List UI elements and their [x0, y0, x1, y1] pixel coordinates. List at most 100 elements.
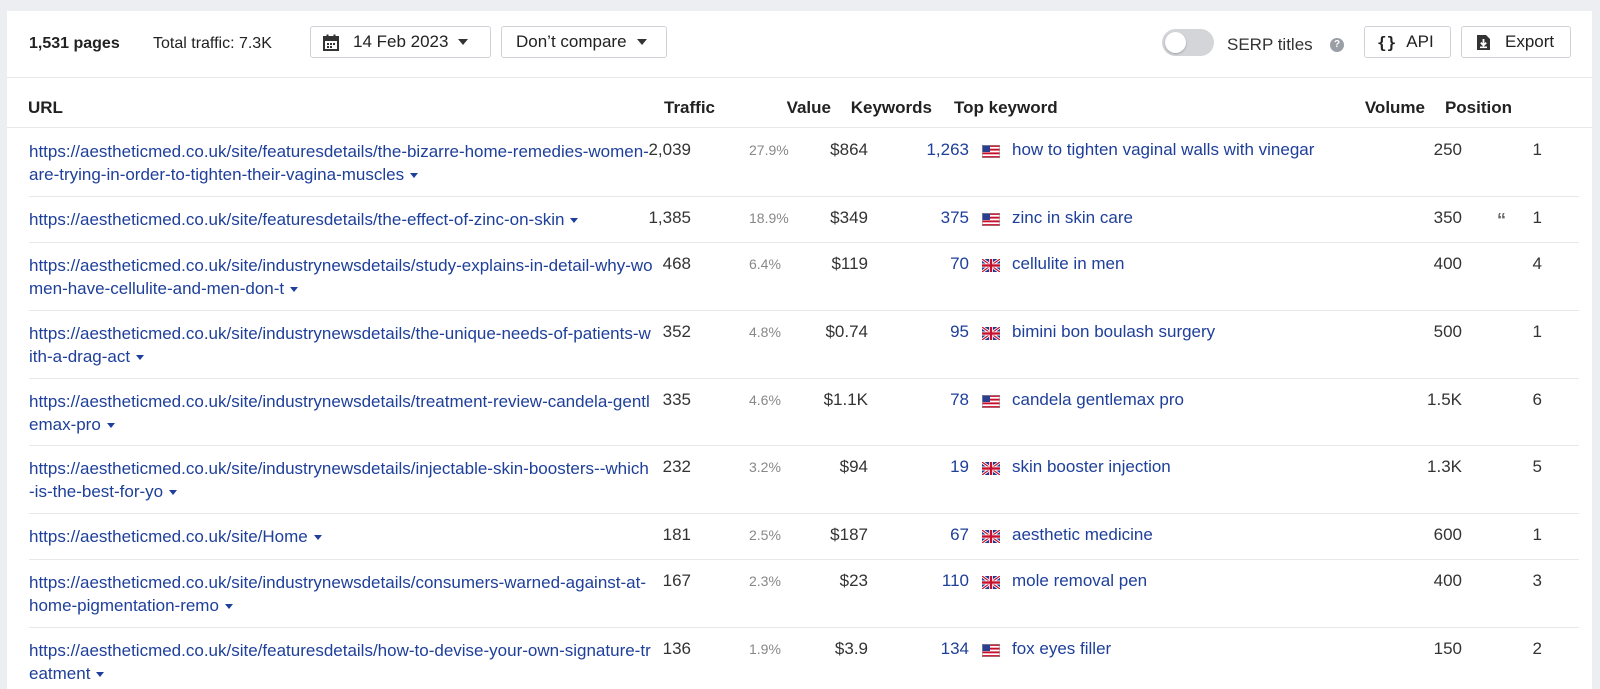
- column-header-keywords[interactable]: Keywords: [850, 98, 932, 117]
- top-keyword-link[interactable]: zinc in skin care: [1012, 208, 1133, 227]
- keywords-count-link[interactable]: 375: [940, 208, 969, 227]
- volume-value: 600: [1433, 525, 1462, 544]
- url-link[interactable]: https://aestheticmed.co.uk/site/features…: [29, 208, 654, 231]
- us-flag-icon: [982, 143, 1000, 158]
- help-icon[interactable]: ?: [1330, 38, 1344, 52]
- top-keyword-link[interactable]: cellulite in men: [1012, 254, 1125, 273]
- chevron-down-icon[interactable]: [290, 287, 299, 293]
- export-button[interactable]: Export: [1461, 26, 1571, 58]
- position-value: 3: [1532, 571, 1542, 590]
- volume-value: 400: [1433, 254, 1462, 273]
- date-label: 14 Feb 2023: [353, 32, 449, 51]
- traffic-percent: 4.6%: [749, 392, 781, 408]
- keywords-count-link[interactable]: 134: [940, 639, 969, 658]
- column-header-url[interactable]: URL: [28, 98, 63, 117]
- column-header-position[interactable]: Position: [1444, 98, 1512, 117]
- volume-value: 150: [1433, 639, 1462, 658]
- position-value: 5: [1532, 457, 1542, 476]
- column-header-volume[interactable]: Volume: [1364, 98, 1425, 117]
- keywords-count-link[interactable]: 67: [950, 525, 969, 544]
- top-keyword-link[interactable]: aesthetic medicine: [1012, 525, 1153, 544]
- chevron-down-icon[interactable]: [410, 173, 419, 179]
- table-row: https://aestheticmed.co.uk/site/industry…: [29, 310, 1579, 379]
- position-value: 2: [1532, 639, 1542, 658]
- traffic-value-usd: $3.9: [834, 639, 868, 658]
- keywords-count-link[interactable]: 95: [950, 322, 969, 341]
- position-value: 1: [1532, 322, 1542, 341]
- chevron-down-icon: [458, 39, 469, 45]
- traffic-percent: 1.9%: [749, 641, 781, 657]
- position-value: 6: [1532, 390, 1542, 409]
- chevron-down-icon[interactable]: [570, 218, 579, 224]
- chevron-down-icon[interactable]: [224, 604, 233, 610]
- top-keyword-link[interactable]: skin booster injection: [1012, 457, 1171, 476]
- volume-value: 400: [1433, 571, 1462, 590]
- keywords-count-link[interactable]: 70: [950, 254, 969, 273]
- column-header-top-keyword[interactable]: Top keyword: [954, 98, 1058, 117]
- position-value: 1: [1532, 208, 1542, 227]
- keywords-count-link[interactable]: 110: [941, 571, 969, 590]
- traffic-value-usd: $119: [831, 254, 868, 273]
- compare-label: Don’t compare: [516, 32, 627, 51]
- top-keyword-link[interactable]: candela gentlemax pro: [1012, 390, 1185, 409]
- total-traffic: Total traffic: 7.3K: [153, 35, 272, 52]
- url-link[interactable]: https://aestheticmed.co.uk/site/features…: [29, 142, 649, 184]
- table-row: https://aestheticmed.co.uk/site/industry…: [29, 559, 1579, 628]
- traffic-value: 335: [662, 390, 691, 409]
- serp-titles-toggle[interactable]: [1162, 29, 1214, 56]
- chevron-down-icon[interactable]: [169, 490, 178, 496]
- toggle-knob: [1165, 32, 1186, 53]
- url-link[interactable]: https://aestheticmed.co.uk/site/industry…: [29, 392, 650, 434]
- serp-titles-label: SERP titles: [1227, 35, 1313, 54]
- traffic-percent: 2.5%: [749, 527, 781, 543]
- traffic-value-usd: $864: [830, 140, 868, 159]
- traffic-value: 232: [662, 457, 691, 476]
- pages-count: 1,531 pages: [29, 35, 120, 52]
- keywords-count-link[interactable]: 78: [950, 390, 969, 409]
- traffic-value: 1,385: [648, 208, 691, 227]
- traffic-percent: 4.8%: [749, 324, 781, 340]
- us-flag-icon: [982, 642, 1000, 657]
- top-keyword-link[interactable]: how to tighten vaginal walls with vinega…: [1012, 140, 1315, 159]
- us-flag-icon: [982, 211, 1000, 226]
- quote-icon: “: [1497, 210, 1506, 230]
- url-link[interactable]: https://aestheticmed.co.uk/site/Home: [29, 525, 654, 548]
- calendar-icon: [323, 34, 339, 51]
- column-header-value[interactable]: Value: [786, 98, 831, 117]
- braces-icon: {}: [1377, 32, 1397, 52]
- chevron-down-icon[interactable]: [96, 672, 105, 678]
- compare-dropdown[interactable]: Don’t compare: [501, 26, 667, 58]
- chevron-down-icon[interactable]: [313, 535, 322, 541]
- table-row: https://aestheticmed.co.uk/site/industry…: [29, 378, 1579, 446]
- top-keyword-link[interactable]: fox eyes filler: [1012, 639, 1112, 658]
- position-value: 1: [1532, 140, 1542, 159]
- table-row: https://aestheticmed.co.uk/site/Home 181 2…: [29, 513, 1579, 560]
- api-button[interactable]: {} API: [1364, 26, 1451, 58]
- date-picker-button[interactable]: 14 Feb 2023: [310, 26, 491, 58]
- url-link[interactable]: https://aestheticmed.co.uk/site/industry…: [29, 459, 649, 501]
- position-value: 1: [1532, 525, 1542, 544]
- keywords-count-link[interactable]: 1,263: [926, 140, 969, 159]
- url-link[interactable]: https://aestheticmed.co.uk/site/industry…: [29, 256, 653, 298]
- chevron-down-icon[interactable]: [136, 355, 145, 361]
- url-link[interactable]: https://aestheticmed.co.uk/site/features…: [29, 641, 651, 683]
- table-row: https://aestheticmed.co.uk/site/industry…: [29, 242, 1579, 311]
- traffic-percent: 18.9%: [749, 210, 789, 226]
- url-link[interactable]: https://aestheticmed.co.uk/site/industry…: [29, 573, 647, 615]
- traffic-value: 136: [662, 639, 691, 658]
- url-link[interactable]: https://aestheticmed.co.uk/site/industry…: [29, 324, 651, 366]
- table-row: https://aestheticmed.co.uk/site/industry…: [29, 445, 1579, 514]
- uk-flag-icon: [981, 528, 1001, 545]
- keywords-count-link[interactable]: 19: [950, 457, 969, 476]
- traffic-value: 181: [662, 525, 691, 544]
- toolbar: 1,531 pages Total traffic: 7.3K 14 Feb 2…: [7, 11, 1592, 78]
- uk-flag-icon: [981, 460, 1001, 477]
- column-header-traffic[interactable]: Traffic: [664, 98, 716, 117]
- api-label: API: [1406, 32, 1434, 51]
- volume-value: 250: [1433, 140, 1462, 159]
- uk-flag-icon: [981, 574, 1001, 591]
- top-keyword-link[interactable]: bimini bon boulash surgery: [1012, 322, 1216, 341]
- top-keyword-link[interactable]: mole removal pen: [1012, 571, 1148, 590]
- traffic-percent: 3.2%: [749, 459, 781, 475]
- chevron-down-icon[interactable]: [106, 423, 115, 429]
